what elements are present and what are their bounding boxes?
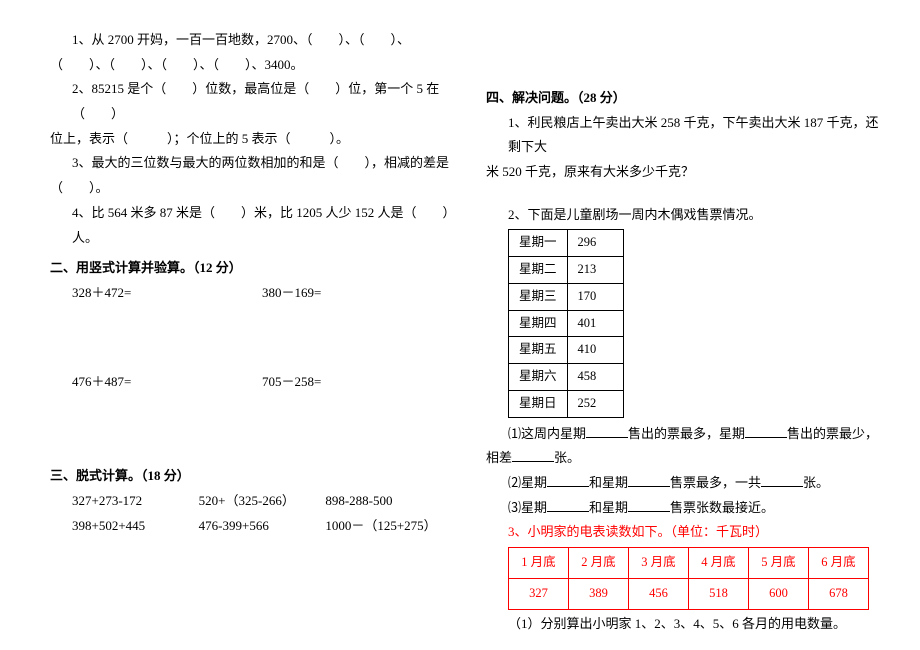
puppet-row: 星期日252 — [509, 390, 624, 417]
expr-row1: 327+273-172 520+（325-266） 898-288-500 — [50, 489, 452, 514]
sub-q2: ⑵星期 和星期 售票最多，一共 张。 — [486, 471, 888, 496]
blank-7 — [547, 500, 589, 512]
meter-value-cell: 678 — [809, 578, 869, 609]
section-2-title: 二、用竖式计算并验算。（12 分） — [50, 256, 452, 281]
expr-c6: 1000－（125+275） — [325, 514, 452, 539]
puppet-row: 星期四401 — [509, 310, 624, 337]
sub2-text-a: ⑵星期 — [508, 475, 547, 490]
sub-q3: ⑶星期 和星期 售票张数最接近。 — [486, 496, 888, 521]
meter-header-cell: 4 月底 — [689, 548, 749, 579]
sub1-text-d: 相差 — [486, 450, 512, 465]
r-q2-intro: 2、下面是儿童剧场一周内木偶戏售票情况。 — [486, 203, 888, 228]
r-q3-sub: （1）分别算出小明家 1、2、3、4、5、6 各月的用电数量。 — [486, 612, 888, 637]
blank-1 — [586, 426, 628, 438]
sub-q1: ⑴这周内星期 售出的票最多，星期 售出的票最少， — [486, 422, 888, 447]
expr-c1: 327+273-172 — [72, 489, 199, 514]
sub2-text-c: 售票最多，一共 — [670, 475, 761, 490]
meter-header-cell: 5 月底 — [749, 548, 809, 579]
r-q1-line1: 1、利民粮店上午卖出大米 258 千克，下午卖出大米 187 千克，还剩下大 — [486, 111, 888, 160]
puppet-value: 458 — [567, 364, 623, 391]
blank-5 — [628, 475, 670, 487]
puppet-row: 星期五410 — [509, 337, 624, 364]
puppet-value: 170 — [567, 283, 623, 310]
sub1-text-c: 售出的票最少， — [787, 426, 878, 441]
sub-q1-cont: 相差 张。 — [486, 446, 888, 471]
calc-p1: 328＋472= — [72, 281, 262, 306]
puppet-day: 星期二 — [509, 257, 568, 284]
expr-c4: 398+502+445 — [72, 514, 199, 539]
meter-value-cell: 518 — [689, 578, 749, 609]
vertical-calc-row2: 476＋487= 705－258= — [50, 370, 452, 395]
meter-header-cell: 1 月底 — [509, 548, 569, 579]
sub1-text-a: ⑴这周内星期 — [508, 426, 586, 441]
left-column: 1、从 2700 开妈，一百一百地数，2700、（ ）、（ ）、 （ ）、（ ）… — [50, 28, 452, 630]
sub3-text-c: 售票张数最接近。 — [670, 500, 774, 515]
meter-value-cell: 600 — [749, 578, 809, 609]
meter-header-cell: 2 月底 — [569, 548, 629, 579]
puppet-value: 296 — [567, 230, 623, 257]
puppet-day: 星期五 — [509, 337, 568, 364]
q4-line: 4、比 564 米多 87 米是（ ）米，比 1205 人少 152 人是（ ）… — [50, 201, 452, 250]
q1-line1: 1、从 2700 开妈，一百一百地数，2700、（ ）、（ ）、 — [50, 28, 452, 53]
sub2-text-d: 张。 — [803, 475, 829, 490]
puppet-day: 星期三 — [509, 283, 568, 310]
q2-line1: 2、85215 是个（ ）位数，最高位是（ ）位，第一个 5 在（ ） — [50, 77, 452, 126]
puppet-day: 星期一 — [509, 230, 568, 257]
puppet-sales-table: 星期一296星期二213星期三170星期四401星期五410星期六458星期日2… — [508, 229, 624, 417]
puppet-day: 星期四 — [509, 310, 568, 337]
puppet-value: 410 — [567, 337, 623, 364]
sub1-text-e: 张。 — [554, 450, 580, 465]
sub3-text-a: ⑶星期 — [508, 500, 547, 515]
puppet-row: 星期三170 — [509, 283, 624, 310]
puppet-value: 252 — [567, 390, 623, 417]
q1-line2: （ ）、（ ）、（ ）、（ ）、3400。 — [50, 53, 452, 78]
vertical-calc-row1: 328＋472= 380－169= — [50, 281, 452, 306]
puppet-row: 星期二213 — [509, 257, 624, 284]
puppet-row: 星期六458 — [509, 364, 624, 391]
puppet-value: 401 — [567, 310, 623, 337]
blank-4 — [547, 475, 589, 487]
blank-8 — [628, 500, 670, 512]
blank-3 — [512, 451, 554, 463]
blank-6 — [761, 475, 803, 487]
q3-line2: （ ）。 — [50, 176, 452, 201]
right-column: 四、解决问题。（28 分） 1、利民粮店上午卖出大米 258 千克，下午卖出大米… — [486, 28, 888, 630]
calc-p2: 380－169= — [262, 281, 452, 306]
meter-header-cell: 3 月底 — [629, 548, 689, 579]
expr-row2: 398+502+445 476-399+566 1000－（125+275） — [50, 514, 452, 539]
expr-c5: 476-399+566 — [199, 514, 326, 539]
q2-line2: 位上，表示（ ）；个位上的 5 表示（ ）。 — [50, 127, 452, 152]
meter-value-cell: 456 — [629, 578, 689, 609]
expr-c3: 898-288-500 — [325, 489, 452, 514]
section-4-title: 四、解决问题。（28 分） — [486, 86, 888, 111]
meter-reading-table: 1 月底2 月底3 月底4 月底5 月底6 月底 327389456518600… — [508, 547, 869, 610]
r-q3-intro: 3、小明家的电表读数如下。（单位：千瓦时） — [486, 520, 888, 545]
sub1-text-b: 售出的票最多，星期 — [628, 426, 745, 441]
calc-p3: 476＋487= — [72, 370, 262, 395]
puppet-day: 星期日 — [509, 390, 568, 417]
puppet-day: 星期六 — [509, 364, 568, 391]
q3-line1: 3、最大的三位数与最大的两位数相加的和是（ ），相减的差是 — [50, 151, 452, 176]
calc-p4: 705－258= — [262, 370, 452, 395]
blank-2 — [745, 426, 787, 438]
meter-value-cell: 389 — [569, 578, 629, 609]
r-q1-line2: 米 520 千克，原来有大米多少千克？ — [486, 160, 888, 185]
section-3-title: 三、脱式计算。（18 分） — [50, 464, 452, 489]
expr-c2: 520+（325-266） — [199, 489, 326, 514]
puppet-value: 213 — [567, 257, 623, 284]
puppet-row: 星期一296 — [509, 230, 624, 257]
sub2-text-b: 和星期 — [589, 475, 628, 490]
meter-header-cell: 6 月底 — [809, 548, 869, 579]
sub3-text-b: 和星期 — [589, 500, 628, 515]
meter-value-cell: 327 — [509, 578, 569, 609]
